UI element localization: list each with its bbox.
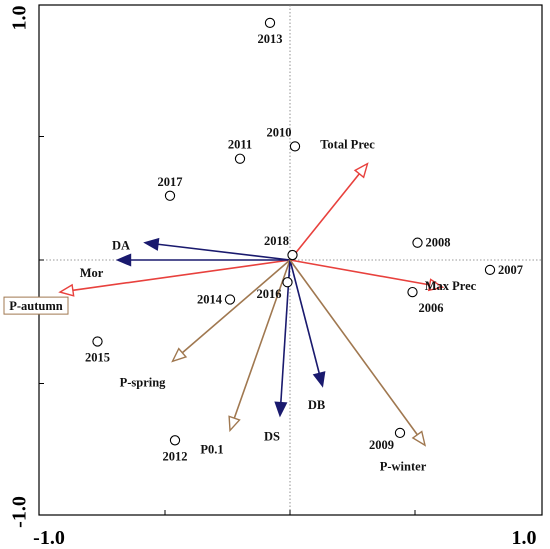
point-label: 2017 [158,175,183,189]
point-2009: 2009 [369,427,406,452]
vector-label: P-spring [120,375,167,389]
point-label: 2008 [426,236,451,250]
point-marker [164,190,176,201]
point-label: 2015 [85,351,110,365]
vector-arrowhead [411,430,427,447]
point-marker [282,277,293,288]
vector-shaft [289,259,418,436]
vector-label: Mor [80,266,104,280]
point-marker [264,17,276,29]
point-2006: 2006 [407,286,444,315]
vector-p0-1: P0.1 [200,259,291,456]
vector-p-spring: P-spring [120,259,291,389]
vector-p-autumn: P-autumn [3,259,291,315]
point-label: 2009 [369,438,394,452]
vector-shaft [289,259,321,374]
point-label: 2006 [419,301,444,315]
axis-tick-labels: 1.0 -1.0-1.0 1.0 [9,6,537,549]
point-marker [484,264,496,276]
point-2011: 2011 [228,138,252,164]
point-2017: 2017 [158,175,183,201]
vector-total-prec: Total Prec [289,138,375,261]
vector-arrowhead [171,347,188,363]
point-2010: 2010 [267,125,301,152]
point-2014: 2014 [197,293,236,307]
y-tick-label: -1.0 [9,496,31,528]
point-label: 2007 [498,263,523,277]
vector-arrowhead [312,371,326,388]
vector-shaft [72,259,291,292]
point-marker [407,286,418,298]
vector-arrowhead [58,283,75,297]
vector-label: DA [112,239,130,253]
vector-shaft [289,173,360,261]
point-2013: 2013 [258,17,283,46]
vector-arrowhead [274,401,288,418]
vector-arrowhead [115,253,132,267]
vector-label: DS [264,430,280,444]
point-2008: 2008 [412,236,451,250]
point-2015: 2015 [85,336,110,365]
vector-label-box [3,296,69,315]
point-label: 2018 [264,234,289,248]
points-layer: 2013 2010 2011 2017 2018 2008 2007 2006 2014 2016… [85,17,523,463]
vector-mor: Mor [80,253,290,280]
vector-p-winter: P-winter [289,259,427,473]
y-tick-label: 1.0 [9,6,31,31]
vector-label: Max Prec [425,279,477,293]
point-label: 2010 [267,125,292,139]
point-marker [289,141,301,152]
vector-arrowhead [353,162,369,179]
vector-label: P0.1 [200,442,223,456]
vector-label: P-autumn [9,299,63,313]
x-tick-label: 1.0 [512,527,537,549]
point-marker [412,237,423,248]
vector-arrowhead [143,237,160,251]
point-marker [92,336,103,347]
point-2018: 2018 [264,234,298,261]
vector-label: P-winter [380,459,427,473]
vector-shaft [157,243,291,261]
vector-shaft [181,259,291,354]
vector-max-prec: Max Prec [289,259,477,293]
vector-shaft [289,259,430,286]
point-label: 2012 [163,449,188,463]
point-label: 2013 [258,32,283,46]
x-tick-label: -1.0 [33,527,65,549]
vector-db: DB [289,259,326,412]
point-label: 2011 [228,138,252,152]
point-marker [224,294,236,305]
point-label: 2016 [257,287,282,301]
vector-label: DB [308,398,325,412]
point-2007: 2007 [484,263,523,277]
point-2012: 2012 [163,435,188,463]
point-marker [287,249,298,261]
point-marker [394,427,406,439]
point-label: 2014 [197,293,223,307]
vectors-layer: Total Prec Max Prec P-autumn DA Mor P-spring P… [3,138,477,473]
point-marker [169,435,181,446]
vector-shaft [233,259,291,419]
point-2016: 2016 [257,277,293,301]
vector-arrowhead [427,278,445,292]
axis-ticks [39,136,416,515]
vector-arrowhead [228,415,241,433]
point-marker [234,153,246,164]
vector-label: Total Prec [320,138,375,152]
vector-da: DA [112,237,291,261]
